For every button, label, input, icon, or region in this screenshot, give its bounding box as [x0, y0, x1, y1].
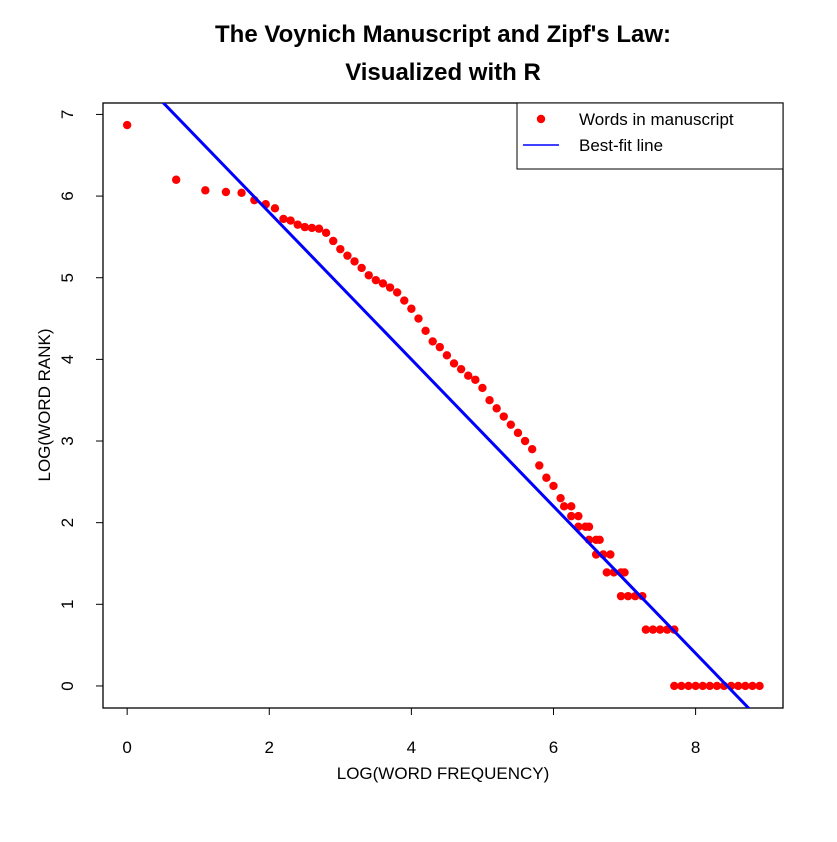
point — [314, 224, 324, 233]
point — [655, 625, 665, 634]
point — [329, 236, 338, 246]
point — [371, 275, 381, 285]
point — [300, 222, 309, 232]
y-tick-label: 3 — [58, 436, 77, 445]
legend-label: Best-fit line — [579, 136, 663, 155]
point — [705, 681, 715, 691]
point — [698, 681, 707, 691]
x-tick-label: 2 — [265, 738, 274, 757]
point — [549, 481, 558, 491]
point — [684, 681, 693, 691]
legend-box — [516, 102, 784, 170]
point — [293, 220, 302, 229]
point — [414, 314, 423, 323]
point — [321, 228, 331, 238]
point — [741, 681, 750, 691]
point — [492, 404, 501, 413]
point — [400, 296, 409, 305]
point — [712, 681, 722, 691]
x-axis-label: LOG(WORD FREQUENCY) — [337, 764, 550, 783]
point — [201, 186, 210, 195]
point — [670, 681, 679, 691]
point — [559, 502, 569, 511]
chart-title: The Voynich Manuscript and Zipf's Law: — [215, 21, 671, 48]
point — [343, 251, 352, 260]
legend-label: Words in manuscript — [579, 110, 734, 129]
x-tick-label: 8 — [691, 738, 700, 757]
point — [535, 461, 544, 470]
point — [350, 257, 359, 266]
fit-line — [161, 103, 751, 708]
point — [442, 351, 452, 360]
point — [606, 550, 615, 559]
x-tick-label: 6 — [549, 738, 558, 757]
point — [286, 216, 295, 225]
point — [574, 511, 583, 521]
point — [641, 625, 651, 634]
x-tick-label: 0 — [122, 738, 131, 757]
point — [567, 511, 576, 521]
point — [378, 279, 388, 288]
point — [270, 204, 280, 213]
point — [385, 283, 395, 292]
point — [677, 681, 686, 691]
point — [584, 522, 594, 531]
y-tick-label: 1 — [58, 600, 77, 609]
y-axis-label: LOG(WORD RANK) — [35, 329, 54, 482]
point — [595, 535, 604, 545]
x-tick-label: 4 — [407, 738, 416, 757]
point — [520, 436, 530, 446]
point — [620, 568, 629, 577]
point — [435, 342, 445, 352]
point — [602, 568, 611, 577]
y-tick-label: 6 — [58, 191, 77, 200]
y-tick-label: 2 — [58, 518, 77, 527]
point — [691, 681, 700, 691]
point — [357, 263, 366, 273]
point — [499, 412, 508, 421]
point — [307, 223, 317, 233]
y-tick-label: 7 — [58, 110, 77, 119]
point — [623, 591, 633, 601]
point — [478, 383, 487, 393]
y-tick-label: 4 — [58, 355, 77, 364]
point — [471, 375, 480, 384]
point — [364, 271, 373, 280]
point — [485, 395, 494, 405]
point — [407, 304, 416, 313]
point — [421, 326, 430, 335]
point — [122, 120, 132, 130]
point — [464, 371, 473, 380]
legend-marker — [536, 114, 546, 124]
point — [648, 625, 658, 634]
point — [755, 681, 764, 691]
point — [279, 214, 288, 224]
point — [336, 244, 345, 254]
point — [456, 364, 466, 374]
point — [221, 187, 231, 197]
point — [567, 502, 576, 511]
y-tick-label: 0 — [58, 681, 77, 690]
point — [392, 288, 402, 297]
point — [748, 681, 757, 691]
point — [428, 337, 437, 346]
point — [449, 359, 459, 368]
point — [616, 591, 626, 601]
point — [237, 188, 246, 198]
point — [542, 473, 551, 482]
y-tick-label: 5 — [58, 273, 77, 282]
point — [506, 420, 516, 429]
point — [734, 681, 743, 691]
point — [513, 428, 523, 438]
point — [527, 444, 537, 454]
point — [171, 175, 181, 184]
chart-title: Visualized with R — [345, 59, 541, 86]
point — [556, 493, 565, 503]
